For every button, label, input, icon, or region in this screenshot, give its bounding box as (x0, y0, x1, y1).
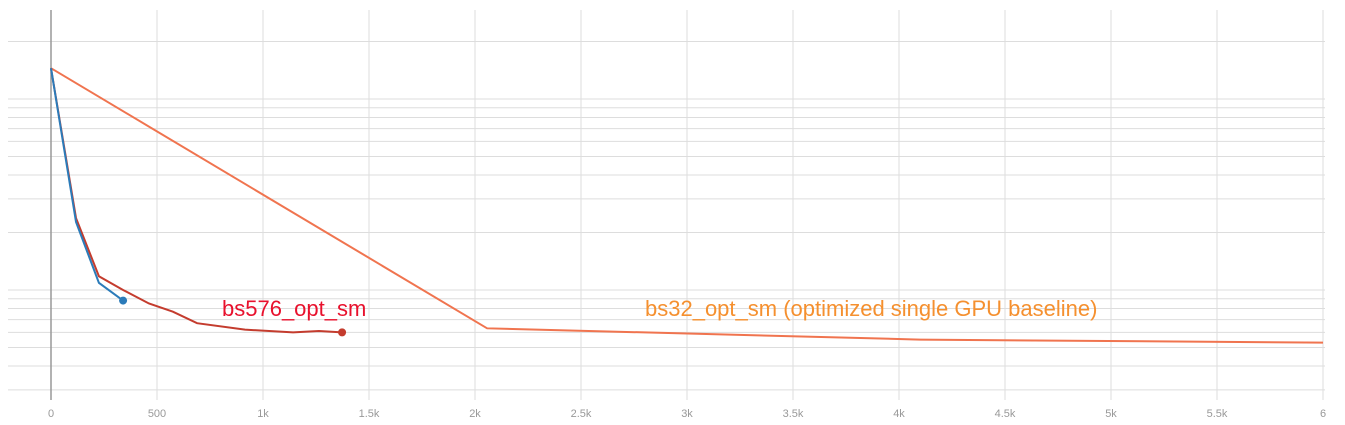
x-tick-label: 0 (48, 408, 54, 420)
x-tick-label: 4k (893, 408, 905, 420)
x-tick-label: 3.5k (783, 408, 804, 420)
series-line (50, 68, 124, 302)
end-point (338, 328, 347, 337)
series-line (50, 68, 343, 334)
x-tick-label: 4.5k (995, 408, 1016, 420)
x-tick-label: 1.5k (359, 408, 380, 420)
x-tick-label: 3k (681, 408, 693, 420)
x-tick-label: 6 (1320, 408, 1326, 420)
x-tick-label: 5k (1105, 408, 1117, 420)
x-tick-label: 2.5k (571, 408, 592, 420)
series-line (50, 67, 1324, 344)
end-point (119, 296, 128, 305)
x-tick-label: 1k (257, 408, 269, 420)
annotation: bs576_opt_sm (222, 296, 366, 321)
x-tick-label: 500 (148, 408, 166, 420)
annotation: bs32_opt_sm (optimized single GPU baseli… (645, 296, 1097, 321)
x-tick-label: 5.5k (1207, 408, 1228, 420)
x-tick-label: 2k (469, 408, 481, 420)
